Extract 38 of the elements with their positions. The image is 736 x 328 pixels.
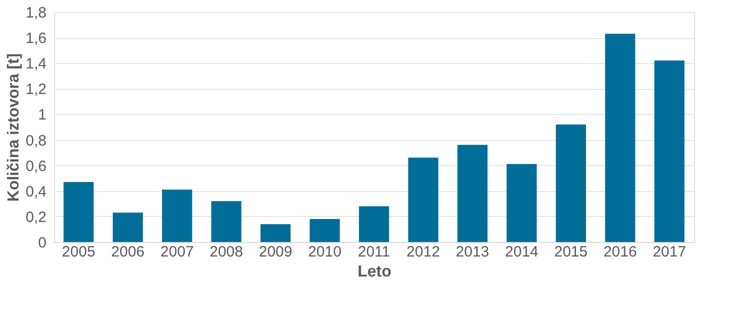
bar bbox=[654, 60, 684, 242]
bar bbox=[64, 182, 94, 242]
y-tick-label: 1,4 bbox=[26, 56, 46, 73]
bar bbox=[211, 201, 242, 242]
bar bbox=[162, 190, 192, 242]
x-axis-title: Leto bbox=[358, 264, 392, 280]
x-tick-label: 2016 bbox=[603, 244, 637, 260]
y-axis-title: Količina iztovora [t] bbox=[6, 53, 23, 202]
y-tick-label: 1,2 bbox=[26, 81, 46, 98]
x-tick-label: 2012 bbox=[406, 244, 440, 260]
x-tick-label: 2017 bbox=[652, 244, 686, 260]
y-tick-label: 0,4 bbox=[26, 183, 46, 200]
bar bbox=[408, 158, 438, 242]
bar bbox=[260, 224, 291, 242]
bar bbox=[358, 206, 390, 242]
y-tick-label: 1,6 bbox=[26, 30, 46, 48]
x-tick-label: 2005 bbox=[62, 244, 96, 260]
y-tick-label: 0 bbox=[38, 234, 46, 252]
x-tick-label: 2007 bbox=[160, 244, 194, 260]
bar bbox=[112, 212, 143, 242]
x-tick-label: 2013 bbox=[456, 244, 490, 260]
x-tick-label: 2015 bbox=[554, 244, 588, 260]
y-tick-label: 1,8 bbox=[26, 4, 46, 22]
y-tick-label: 0,8 bbox=[26, 132, 46, 150]
y-tick-label: 0,6 bbox=[26, 158, 46, 175]
x-tick-label: 2008 bbox=[210, 244, 243, 260]
x-tick-label: 2006 bbox=[111, 244, 145, 260]
y-tick-label: 1 bbox=[38, 106, 46, 124]
y-tick-label: 0,2 bbox=[26, 208, 46, 226]
bar bbox=[556, 124, 586, 242]
bar bbox=[310, 219, 340, 242]
bar bbox=[457, 144, 488, 242]
x-tick-label: 2009 bbox=[258, 244, 292, 260]
x-tick-label: 2014 bbox=[505, 244, 538, 260]
bar bbox=[506, 164, 537, 242]
x-tick-label: 2011 bbox=[358, 244, 390, 260]
bar bbox=[605, 34, 636, 242]
x-tick-label: 2010 bbox=[308, 244, 342, 260]
